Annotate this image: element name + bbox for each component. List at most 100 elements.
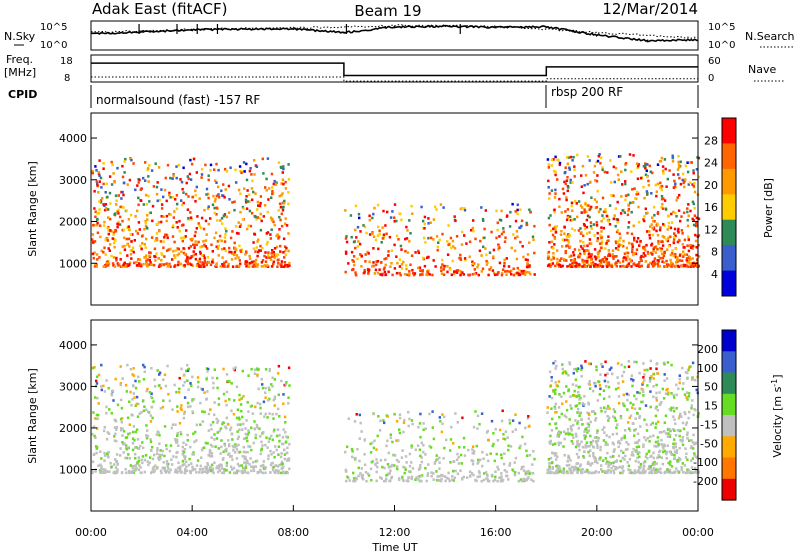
power-cell-574 <box>248 169 252 173</box>
velocity-cell-1196 <box>370 460 373 464</box>
velocity-cell-1744 <box>608 463 611 467</box>
power-cell-600 <box>123 248 127 251</box>
velocity-cell-1670 <box>686 433 689 437</box>
velocity-cell-1541 <box>612 464 615 468</box>
velocity-cell-1775 <box>680 415 683 418</box>
velocity-cell-1570 <box>682 470 685 474</box>
velocity-xlabel: Time UT <box>371 541 417 554</box>
power-cell-1076 <box>384 224 387 227</box>
velocity-cell-1952 <box>606 372 609 375</box>
power-cell-985 <box>395 271 399 275</box>
velocity-cell-1830 <box>660 456 663 459</box>
velocity-cell-728 <box>211 470 214 473</box>
power-cell-1440 <box>657 240 660 243</box>
velocity-cell-2033 <box>630 374 633 377</box>
power-panel-frame <box>90 112 699 306</box>
power-cell-1828 <box>663 158 667 161</box>
velocity-cell-1590 <box>551 443 555 446</box>
power-cell-1205 <box>368 214 371 218</box>
velocity-cell-432 <box>194 430 197 434</box>
velocity-cell-10 <box>203 470 207 474</box>
velocity-cell-1486 <box>648 380 652 383</box>
velocity-cell-1137 <box>521 435 524 439</box>
velocity-cell-631 <box>123 442 126 445</box>
velocity-cell-1439 <box>557 441 560 445</box>
velocity-cell-2087 <box>653 463 656 466</box>
power-cell-1321 <box>682 253 685 257</box>
velocity-cell-484 <box>158 434 161 437</box>
velocity-cell-1865 <box>614 467 617 471</box>
velocity-cell-1199 <box>525 470 528 474</box>
velocity-cell-2118 <box>627 360 630 363</box>
velocity-cell-1335 <box>578 448 581 452</box>
velocity-cell-1060 <box>454 469 457 473</box>
power-cell-2129 <box>677 209 681 212</box>
power-cell-1752 <box>667 244 671 248</box>
velocity-cell-1289 <box>358 413 361 417</box>
power-cell-477 <box>287 178 291 181</box>
velocity-cell-2112 <box>664 414 668 418</box>
velocity-cell-1958 <box>611 372 614 376</box>
velocity-cell-1780 <box>596 461 599 465</box>
velocity-ytick-label-1: 2000 <box>59 422 87 435</box>
velocity-cell-498 <box>106 454 109 457</box>
velocity-cell-851 <box>278 463 281 467</box>
power-cell-2153 <box>554 188 557 192</box>
velocity-cell-1992 <box>601 470 604 473</box>
power-cell-1937 <box>595 224 599 227</box>
power-cell-1084 <box>515 230 519 233</box>
velocity-cell-544 <box>234 366 237 369</box>
velocity-cell-1954 <box>631 451 634 454</box>
power-cell-2094 <box>570 254 573 258</box>
power-cell-1236 <box>409 232 412 235</box>
velocity-cell-1634 <box>662 361 666 365</box>
velocity-cell-2050 <box>643 436 646 439</box>
power-cell-1091 <box>390 262 393 265</box>
velocity-cell-761 <box>192 398 196 401</box>
velocity-cell-1725 <box>694 469 698 472</box>
power-cell-1566 <box>578 255 581 259</box>
power-cell-453 <box>250 187 254 190</box>
velocity-cell-1884 <box>681 387 684 391</box>
power-cell-364 <box>116 262 119 265</box>
velocity-cell-279 <box>255 423 259 427</box>
velocity-cell-1357 <box>649 377 652 380</box>
velocity-cell-1211 <box>501 409 504 413</box>
power-cell-585 <box>192 250 195 253</box>
power-cell-699 <box>282 182 285 186</box>
power-cell-150 <box>99 199 103 202</box>
power-cell-1631 <box>553 210 556 214</box>
velocity-cell-1805 <box>686 468 689 472</box>
power-cell-553 <box>154 239 157 243</box>
velocity-cell-1034 <box>472 449 476 453</box>
power-cell-1773 <box>666 228 669 231</box>
power-cell-210 <box>280 193 283 197</box>
velocity-cell-1983 <box>645 429 649 432</box>
velocity-cell-2139 <box>639 462 643 466</box>
power-cell-1763 <box>602 226 606 230</box>
velocity-cell-2093 <box>669 429 672 433</box>
velocity-cell-729 <box>120 471 124 475</box>
velocity-cell-1959 <box>579 463 582 466</box>
velocity-cell-960 <box>363 438 367 441</box>
power-cell-2217 <box>572 251 575 254</box>
velocity-cell-459 <box>119 365 122 368</box>
power-cell-1297 <box>356 245 359 248</box>
power-cell-209 <box>150 236 154 239</box>
power-cell-1073 <box>350 250 354 254</box>
velocity-cell-428 <box>131 470 134 473</box>
power-cell-1100 <box>484 247 487 250</box>
velocity-cell-1996 <box>665 452 668 456</box>
power-cell-2192 <box>598 262 602 266</box>
power-colorbar-swatch-0 <box>722 118 736 144</box>
velocity-cell-1746 <box>627 427 631 430</box>
velocity-cell-1055 <box>513 471 517 474</box>
power-cell-2074 <box>635 248 639 251</box>
power-cell-1270 <box>380 241 383 244</box>
power-cell-640 <box>189 256 192 260</box>
power-cell-1824 <box>662 172 665 175</box>
power-cell-494 <box>175 207 179 211</box>
velocity-cell-124 <box>215 417 218 421</box>
power-cell-199 <box>176 253 179 257</box>
velocity-cell-712 <box>215 466 218 470</box>
